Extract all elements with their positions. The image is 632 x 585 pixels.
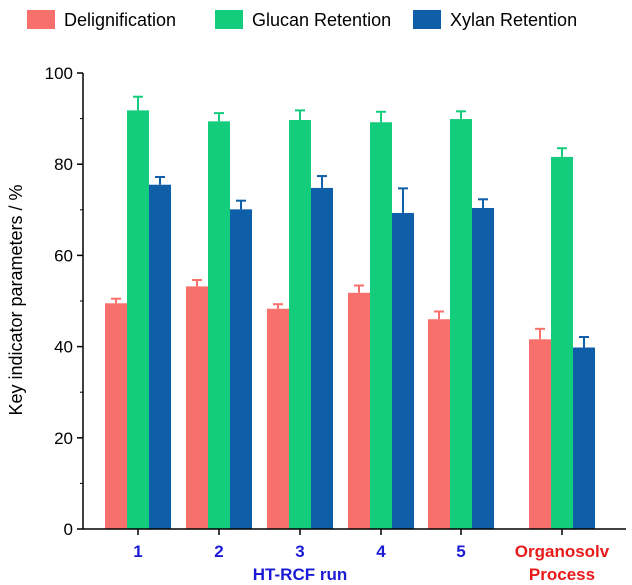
legend-label: Xylan Retention: [450, 10, 577, 30]
legend-swatch: [215, 10, 243, 29]
bar-group: [573, 336, 595, 529]
bar: [127, 110, 149, 529]
legend-item: Glucan Retention: [215, 10, 391, 30]
legend-label: Delignification: [64, 10, 176, 30]
bar-group: [208, 112, 230, 529]
bar: [573, 347, 595, 529]
group-label-ht-rcf: HT-RCF run: [253, 565, 347, 584]
x-labels: 1 2 3 4 5 Organosolv HT-RCF run Process: [133, 529, 610, 584]
bar-group: [450, 110, 472, 529]
legend: Delignification Glucan Retention Xylan Ret…: [27, 10, 577, 30]
legend-swatch: [413, 10, 441, 29]
y-tick-label: 80: [54, 155, 73, 174]
bar-group: [348, 284, 370, 529]
bar: [289, 119, 311, 529]
bar: [311, 187, 333, 530]
bar-group: [230, 199, 252, 529]
bar: [551, 156, 573, 530]
bar-group: [186, 279, 208, 529]
bar-group: [149, 175, 171, 529]
bar-group: [267, 303, 289, 529]
y-tick-label: 40: [54, 338, 73, 357]
group-label-process: Process: [529, 565, 595, 584]
legend-item: Xylan Retention: [413, 10, 577, 30]
legend-swatch: [27, 10, 55, 29]
x-tick-label: 3: [295, 542, 304, 561]
bars: [105, 95, 595, 530]
legend-item: Delignification: [27, 10, 176, 30]
bar-group: [428, 310, 450, 529]
bar: [450, 119, 472, 529]
bar-group: [472, 198, 494, 529]
x-tick-label: 2: [214, 542, 223, 561]
bar-group: [289, 109, 311, 529]
bar-group: [551, 147, 573, 530]
bar: [392, 212, 414, 529]
bar: [267, 308, 289, 529]
x-tick-label: Organosolv: [515, 542, 610, 561]
y-tick-label: 0: [64, 520, 73, 539]
bar-group: [529, 327, 551, 529]
bar: [186, 286, 208, 529]
y-axis-title: Key indicator parameters / %: [6, 184, 26, 415]
bar: [105, 303, 127, 529]
bar: [149, 184, 171, 529]
bar-group: [311, 175, 333, 530]
legend-label: Glucan Retention: [252, 10, 391, 30]
bar-group: [392, 187, 414, 529]
x-tick-label: 1: [133, 542, 142, 561]
bar-group: [370, 110, 392, 530]
y-tick-label: 20: [54, 429, 73, 448]
y-ticks: 0 20 40 60 80 100: [45, 64, 83, 539]
bar: [370, 122, 392, 530]
bar: [529, 339, 551, 529]
bar: [348, 292, 370, 529]
y-tick-label: 60: [54, 246, 73, 265]
bar-group: [127, 95, 149, 529]
x-tick-label: 4: [376, 542, 386, 561]
bar: [208, 121, 230, 529]
bar: [230, 209, 252, 529]
bar: [472, 207, 494, 529]
bar: [428, 319, 450, 529]
bar-group: [105, 297, 127, 529]
y-tick-label: 100: [45, 64, 73, 83]
x-tick-label: 5: [456, 542, 465, 561]
